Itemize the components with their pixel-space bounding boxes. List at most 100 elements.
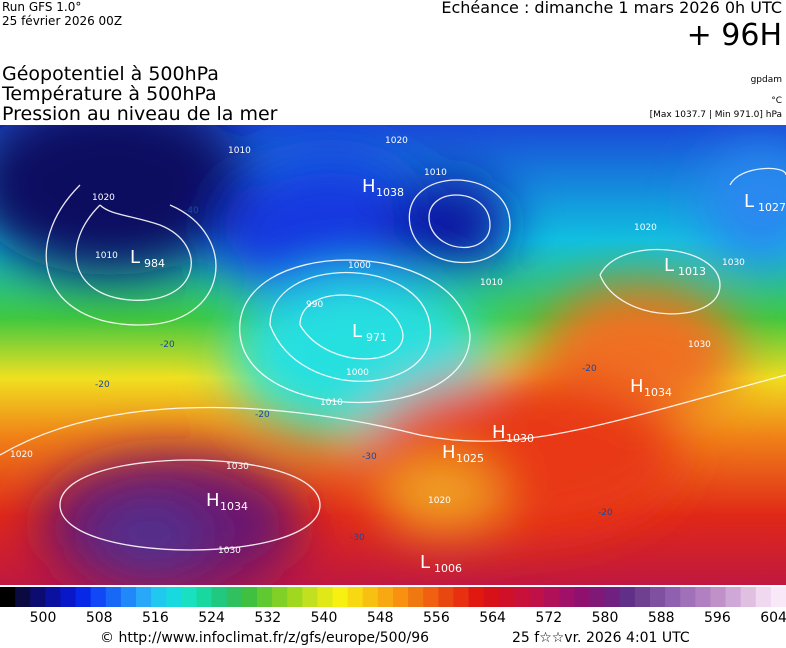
swatch <box>770 587 786 607</box>
center-letter: H <box>630 376 644 397</box>
swatch <box>256 587 273 607</box>
swatch <box>332 587 349 607</box>
colorbar-label: 508 <box>85 610 113 626</box>
colorbar-label: 604 <box>760 610 786 626</box>
field: Température à 500hPa <box>2 83 217 105</box>
swatch <box>423 587 439 607</box>
swatch <box>105 587 122 607</box>
swatch <box>362 587 379 607</box>
temp-label: -20 <box>160 340 175 350</box>
swatch <box>60 587 77 607</box>
colorbar-label: 588 <box>647 610 675 626</box>
isobar-label: 1000 <box>346 368 369 378</box>
isobar-label: 1020 <box>428 496 451 506</box>
colorbar-label: 556 <box>423 610 450 626</box>
swatch <box>0 587 16 607</box>
swatch <box>529 587 545 607</box>
temp-label: -20 <box>582 364 597 374</box>
swatch <box>272 587 288 607</box>
colorbar-label: 524 <box>198 610 225 626</box>
swatch <box>740 587 757 607</box>
swatch <box>574 587 590 607</box>
generated: 25 f☆☆vr. 2026 4:01 UTC <box>512 630 690 646</box>
echeance: Echéance : dimanche 1 mars 2026 0h UTC <box>441 0 782 17</box>
center-letter: L <box>352 321 362 342</box>
isobar-label: 1010 <box>95 251 118 261</box>
temp-label: -40 <box>184 206 199 216</box>
swatch <box>680 587 696 607</box>
source: © http://www.infoclimat.fr/z/gfs/europe/… <box>100 630 430 646</box>
swatch <box>665 587 681 607</box>
colorbar <box>0 587 786 607</box>
center-value: 984 <box>144 257 165 270</box>
swatch <box>120 587 137 607</box>
swatch <box>196 587 213 607</box>
center-value: 1025 <box>456 452 484 465</box>
swatch <box>30 587 46 607</box>
isobar-label: 1030 <box>218 546 241 556</box>
swatch <box>619 587 636 607</box>
isobar-label: 1020 <box>634 223 657 233</box>
center-letter: H <box>362 176 376 197</box>
isobar-label: 1010 <box>228 146 251 156</box>
unit: gpdam <box>750 75 782 85</box>
isobar-label: 1010 <box>320 398 343 408</box>
swatch <box>755 587 772 607</box>
isobar-label: 1030 <box>722 258 745 268</box>
swatch <box>211 587 228 607</box>
colorbar-label: 564 <box>479 610 506 626</box>
colorbar-label: 532 <box>254 610 282 626</box>
isobar-label: 1010 <box>424 168 447 178</box>
center-value: 1038 <box>376 186 404 199</box>
isobar-label: 1020 <box>10 450 33 460</box>
swatch <box>468 587 485 607</box>
swatch <box>347 587 364 607</box>
swatch <box>513 587 530 607</box>
center-value: 1030 <box>506 432 534 445</box>
swatch <box>287 587 303 607</box>
temp-labels: -40 -20 -20 -30 -20 -30 -20 -20 <box>95 206 613 543</box>
forecast-hour: + 96H <box>686 18 782 53</box>
center-letter: L <box>744 191 754 212</box>
center-letter: L <box>664 255 674 276</box>
center-value: 1034 <box>220 500 248 513</box>
isobar-label: 1020 <box>92 193 115 203</box>
swatch <box>634 587 651 607</box>
center-letter: L <box>420 552 430 573</box>
swatch <box>90 587 107 607</box>
swatch <box>317 587 334 607</box>
swatch <box>710 587 727 607</box>
swatch <box>725 587 742 607</box>
swatch <box>604 587 621 607</box>
swatch <box>544 587 560 607</box>
center-value: 1013 <box>678 265 706 278</box>
swatch <box>166 587 182 607</box>
center-value: 1027 <box>758 201 786 214</box>
isobar-label: 990 <box>306 300 323 310</box>
colorbar-label: 540 <box>310 610 338 626</box>
unit: °C <box>771 96 782 106</box>
run-date: 25 février 2026 00Z <box>2 14 123 28</box>
temp-label: -30 <box>362 452 377 462</box>
center-value: 971 <box>366 331 387 344</box>
swatch <box>483 587 500 607</box>
isobar-label: 1020 <box>385 136 408 146</box>
unit: [Max 1037.7 | Min 971.0] hPa <box>649 110 782 120</box>
center-value: 1006 <box>434 562 462 575</box>
temp-label: -20 <box>598 508 613 518</box>
swatch <box>151 587 167 607</box>
swatch <box>241 587 258 607</box>
colorbar-label: 572 <box>535 610 563 626</box>
isobar-label: 1030 <box>688 340 711 350</box>
swatch <box>75 587 92 607</box>
swatch <box>302 587 318 607</box>
isobar-label: 1010 <box>480 278 503 288</box>
swatch <box>498 587 515 607</box>
isobar-labels: 1010 1020 1010 1020 1010 1000 990 1000 1… <box>10 136 745 556</box>
isobar-label: 1030 <box>226 462 249 472</box>
swatch <box>649 587 666 607</box>
temp-label: -20 <box>255 410 270 420</box>
swatch <box>695 587 711 607</box>
colorbar-label: 548 <box>366 610 394 626</box>
swatch <box>559 587 575 607</box>
